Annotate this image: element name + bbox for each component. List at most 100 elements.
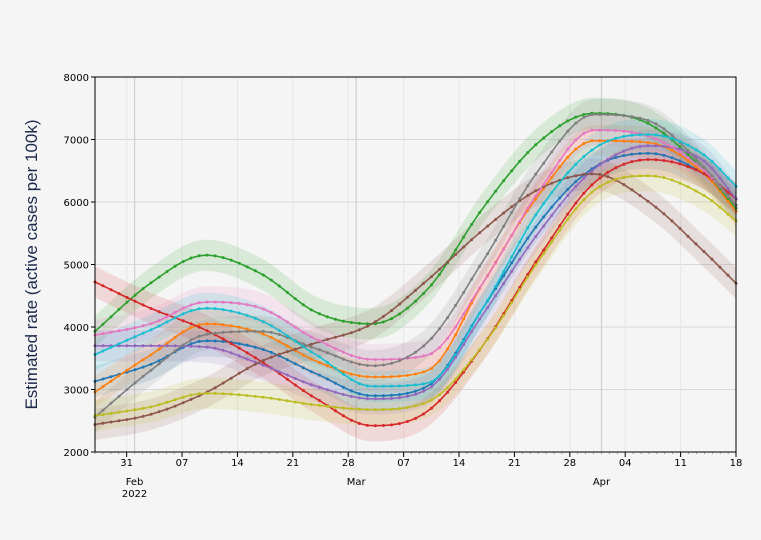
series-point-0 <box>662 153 666 157</box>
series-point-3 <box>566 212 570 216</box>
series-point-1 <box>566 155 570 159</box>
series-point-7 <box>237 330 241 334</box>
series-point-6 <box>301 330 305 334</box>
series-point-0 <box>309 370 313 374</box>
series-point-1 <box>309 357 313 361</box>
series-point-5 <box>678 226 682 230</box>
series-point-8 <box>221 392 225 396</box>
series-point-2 <box>422 292 425 295</box>
series-point-7 <box>702 165 706 169</box>
series-point-7 <box>253 329 257 333</box>
series-point-1 <box>694 165 698 169</box>
series-point-6 <box>285 320 289 324</box>
x-month-label: 2022 <box>122 489 147 500</box>
series-point-8 <box>341 406 345 410</box>
series-point-7 <box>518 197 522 201</box>
series-point-7 <box>165 355 169 359</box>
series-point-4 <box>462 343 466 347</box>
series-point-8 <box>390 407 393 411</box>
series-point-0 <box>590 167 594 171</box>
series-point-5 <box>470 238 474 242</box>
series-point-7 <box>390 361 393 365</box>
series-point-4 <box>702 159 706 163</box>
series-band-5 <box>95 158 736 441</box>
series-point-6 <box>670 145 674 149</box>
series-point-3 <box>341 414 345 418</box>
series-point-6 <box>261 307 265 311</box>
series-point-6 <box>462 312 466 316</box>
series-point-9 <box>213 307 217 311</box>
series-point-9 <box>470 325 474 329</box>
series-point-2 <box>518 159 522 163</box>
series-point-9 <box>694 148 698 152</box>
series-point-7 <box>149 368 153 372</box>
series-point-2 <box>550 130 554 134</box>
x-tick-label: 04 <box>619 458 632 469</box>
series-point-5 <box>237 371 241 375</box>
series-point-3 <box>349 418 353 422</box>
series-point-6 <box>157 319 161 323</box>
series-point-2 <box>189 256 193 260</box>
series-point-8 <box>478 348 482 352</box>
series-point-9 <box>550 191 554 195</box>
series-point-1 <box>149 353 153 357</box>
series-point-7 <box>221 330 225 334</box>
series-point-5 <box>558 178 562 182</box>
series-point-2 <box>101 322 105 326</box>
series-point-1 <box>406 373 409 377</box>
series-point-6 <box>109 330 113 334</box>
series-band-7 <box>95 98 736 433</box>
series-point-6 <box>269 311 273 315</box>
series-point-8 <box>518 288 522 292</box>
series-point-5 <box>702 250 706 254</box>
series-point-2 <box>662 131 666 135</box>
x-tick-label: 07 <box>397 458 410 469</box>
series-point-0 <box>213 339 217 343</box>
series-point-4 <box>614 153 618 157</box>
series-point-8 <box>710 199 714 203</box>
series-point-0 <box>422 386 425 390</box>
series-point-8 <box>622 175 626 179</box>
series-point-5 <box>414 288 417 292</box>
series-point-8 <box>558 228 562 232</box>
series-point-9 <box>293 339 297 343</box>
series-point-0 <box>566 187 570 191</box>
series-point-5 <box>478 231 482 235</box>
series-point-9 <box>502 270 506 274</box>
series-point-3 <box>422 412 425 416</box>
series-point-6 <box>173 310 177 314</box>
series-point-4 <box>494 294 498 298</box>
series-point-2 <box>133 293 137 297</box>
series-point-1 <box>205 322 209 326</box>
series-point-3 <box>526 272 530 276</box>
series-point-4 <box>446 367 449 371</box>
series-point-9 <box>165 320 169 324</box>
series-point-6 <box>702 168 706 172</box>
series-point-2 <box>333 317 337 321</box>
series-point-2 <box>141 287 145 291</box>
series-point-5 <box>422 281 425 285</box>
series-point-3 <box>133 299 137 303</box>
series-point-8 <box>133 408 137 412</box>
series-point-8 <box>470 358 474 362</box>
series-point-3 <box>197 325 201 329</box>
series-point-9 <box>438 374 441 378</box>
series-point-9 <box>542 202 546 205</box>
x-tick-label: 21 <box>508 458 521 469</box>
series-point-8 <box>269 396 273 400</box>
series-point-8 <box>686 185 690 189</box>
series-point-7 <box>686 149 690 153</box>
x-tick-label: 28 <box>563 458 576 469</box>
series-point-4 <box>454 356 458 359</box>
x-tick-label: 18 <box>730 458 743 469</box>
series-point-2 <box>221 256 225 260</box>
series-point-2 <box>205 253 209 257</box>
series-point-1 <box>317 361 321 364</box>
series-point-4 <box>622 149 626 153</box>
series-point-3 <box>582 191 586 195</box>
series-point-4 <box>317 385 321 389</box>
series-point-9 <box>630 133 634 137</box>
series-point-2 <box>341 319 345 323</box>
series-point-2 <box>181 260 185 264</box>
series-point-4 <box>125 344 129 348</box>
